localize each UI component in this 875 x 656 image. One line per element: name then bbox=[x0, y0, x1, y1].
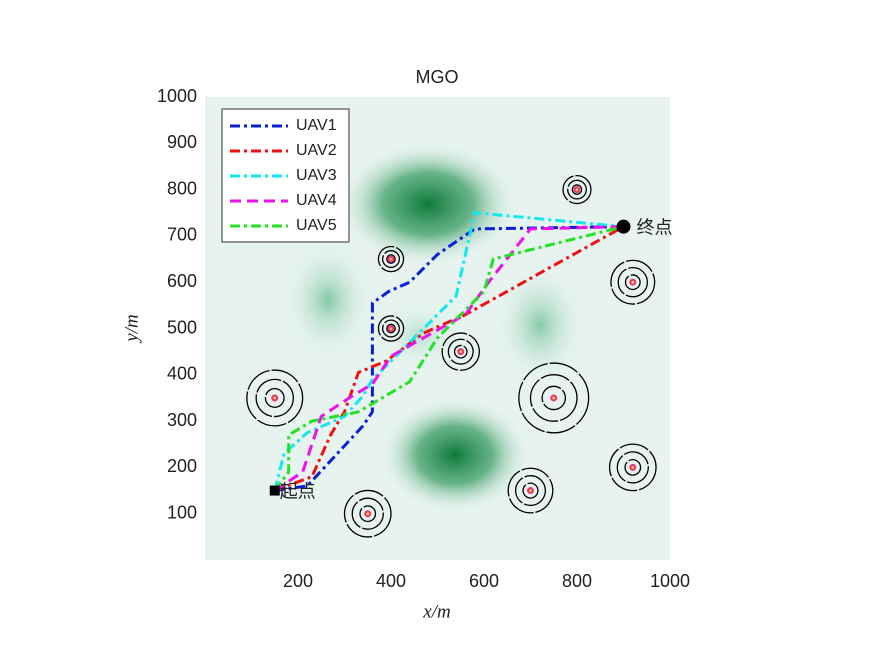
threat-ring bbox=[453, 344, 468, 359]
start-label: 起点 bbox=[280, 481, 316, 501]
threat-core bbox=[631, 280, 635, 284]
y-tick-label: 500 bbox=[167, 317, 197, 337]
threat-core bbox=[575, 188, 579, 191]
start-marker bbox=[269, 485, 280, 496]
x-tick-label: 600 bbox=[469, 571, 499, 591]
threat-ring bbox=[608, 443, 657, 492]
x-tick-label: 1000 bbox=[650, 571, 690, 591]
y-tick-label: 700 bbox=[167, 225, 197, 245]
end-label: 终点 bbox=[637, 217, 673, 237]
threat-ring bbox=[264, 388, 285, 408]
threat-ring bbox=[359, 505, 377, 523]
uav-path bbox=[273, 211, 624, 491]
x-tick-label: 400 bbox=[376, 571, 406, 591]
legend-label: UAV1 bbox=[296, 117, 337, 134]
uav-path bbox=[274, 225, 624, 493]
threat-ring bbox=[246, 369, 304, 427]
threat-ring bbox=[616, 451, 649, 484]
threat-ring bbox=[447, 338, 474, 365]
threat-ring bbox=[386, 323, 396, 334]
threat-ring bbox=[377, 245, 405, 273]
threat-ring bbox=[386, 254, 396, 264]
threat-ring bbox=[255, 378, 294, 418]
threat-core bbox=[389, 327, 393, 330]
legend-label: UAV3 bbox=[296, 167, 337, 184]
x-tick-label: 200 bbox=[283, 571, 313, 591]
y-tick-label: 200 bbox=[167, 456, 197, 476]
threat-core bbox=[631, 466, 635, 469]
threat-core bbox=[459, 350, 463, 353]
y-tick-label: 900 bbox=[167, 132, 197, 152]
x-tick-label: 800 bbox=[562, 571, 592, 591]
threat-ring bbox=[610, 259, 656, 305]
threat-ring bbox=[514, 475, 547, 507]
threat-ring bbox=[541, 385, 567, 411]
y-tick-label: 400 bbox=[167, 364, 197, 384]
threat-ring bbox=[381, 250, 401, 269]
threat-ring bbox=[567, 179, 587, 200]
threat-ring bbox=[507, 467, 554, 514]
threat-core bbox=[273, 396, 277, 400]
y-axis-label: y/m bbox=[121, 314, 142, 343]
chart-title: MGO bbox=[416, 67, 459, 87]
threat-ring bbox=[624, 458, 642, 476]
terrain bbox=[205, 97, 670, 560]
y-tick-label: 300 bbox=[167, 410, 197, 430]
uav-path bbox=[274, 225, 625, 492]
threat-ring bbox=[617, 266, 649, 298]
y-tick-label: 1000 bbox=[157, 86, 197, 106]
legend-label: UAV5 bbox=[296, 217, 337, 234]
threat-ring bbox=[571, 184, 583, 195]
threat-core bbox=[552, 396, 556, 400]
end-marker bbox=[616, 219, 631, 234]
threat-ring bbox=[377, 315, 405, 342]
threat-core bbox=[389, 257, 393, 261]
x-axis-label: x/m bbox=[422, 601, 450, 622]
threat-ring bbox=[381, 319, 401, 338]
threat-ring bbox=[351, 497, 384, 530]
legend-box bbox=[221, 108, 350, 243]
threat-core bbox=[529, 489, 532, 492]
legend-label: UAV2 bbox=[296, 142, 337, 159]
y-tick-label: 800 bbox=[167, 178, 197, 198]
threat-ring bbox=[522, 482, 539, 499]
threat-ring bbox=[624, 274, 641, 291]
y-tick-label: 100 bbox=[167, 502, 197, 522]
uav-path bbox=[273, 225, 624, 492]
threat-ring bbox=[562, 175, 592, 205]
threat-ring bbox=[441, 332, 480, 371]
legend-label: UAV4 bbox=[296, 192, 337, 209]
threat-core bbox=[366, 512, 370, 515]
threat-ring bbox=[343, 489, 392, 538]
y-tick-label: 600 bbox=[167, 271, 197, 291]
threat-ring bbox=[518, 362, 590, 434]
threat-ring bbox=[529, 374, 578, 422]
